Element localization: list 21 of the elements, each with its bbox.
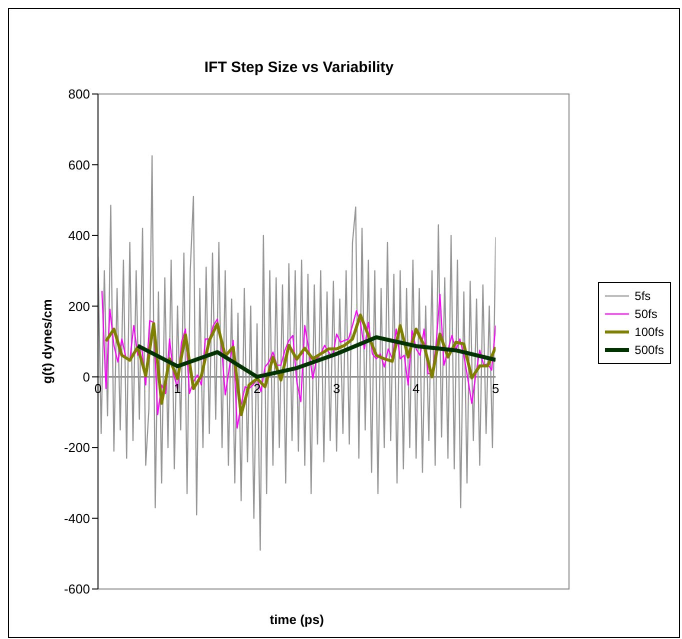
y-tick-label: 0 [82,369,90,384]
y-tick-label: 200 [68,298,90,314]
legend-label: 100fs [634,325,664,339]
y-axis-title: g(t) dynes/cm [40,299,55,384]
chart-title: IFT Step Size vs Variability [203,59,395,76]
x-tick-label: 2 [253,380,261,396]
y-tick-label: 600 [68,157,90,172]
y-tick-label: 400 [68,228,90,244]
y-tick-label: -600 [64,582,90,597]
legend-label: 500fs [634,343,664,357]
x-tick-label: 5 [492,380,500,396]
legend-label: 5fs [634,289,651,303]
y-tick-label: 800 [68,86,90,102]
x-tick-label: 1 [174,380,182,396]
x-axis-title: time (ps) [270,612,324,627]
x-tick-label: 3 [332,380,340,396]
legend-label: 50fs [634,307,658,321]
line-series [136,335,496,379]
y-tick-label: -200 [64,440,90,456]
x-tick-label: 4 [412,380,420,396]
y-tick-label: -400 [64,510,90,526]
